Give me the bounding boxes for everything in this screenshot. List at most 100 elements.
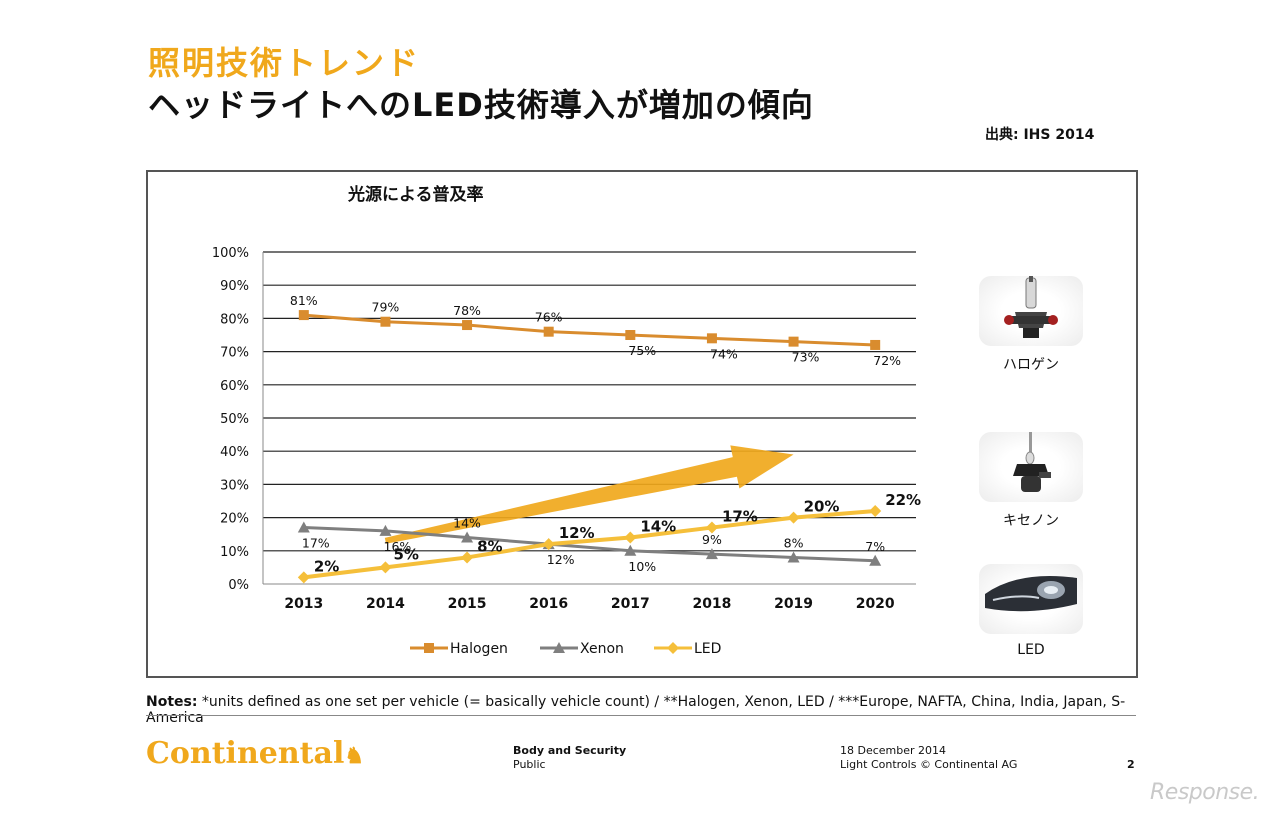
legend-label-xenon: Xenon — [580, 641, 624, 657]
data-label-led: 8% — [477, 537, 502, 555]
data-label-xenon: 16% — [384, 539, 412, 554]
point-led — [869, 504, 882, 517]
data-label-halogen: 72% — [873, 353, 901, 368]
y-tick-label: 40% — [220, 445, 249, 460]
point-xenon — [624, 544, 637, 556]
data-label-halogen: 75% — [628, 343, 656, 358]
y-tick-label: 70% — [220, 346, 249, 361]
halogen-bulb-icon — [979, 276, 1083, 346]
y-tick-label: 20% — [220, 512, 249, 527]
data-label-halogen: 74% — [710, 346, 738, 361]
trend-arrow — [384, 445, 794, 544]
x-tick-label: 2016 — [529, 596, 568, 612]
horse-icon: ♞ — [344, 743, 365, 769]
series-line-halogen — [303, 313, 876, 347]
data-label-halogen: 79% — [372, 300, 400, 315]
notes: Notes: *units defined as one set per veh… — [146, 694, 1138, 726]
y-tick-label: 80% — [220, 312, 249, 327]
point-xenon — [379, 524, 392, 536]
point-xenon — [869, 554, 882, 566]
data-label-led: 17% — [722, 508, 758, 526]
data-label-xenon: 9% — [702, 532, 722, 547]
point-halogen — [788, 336, 799, 347]
led-headlamp-icon — [979, 564, 1083, 634]
x-tick-label: 2014 — [366, 596, 405, 612]
point-halogen — [380, 316, 391, 327]
y-tick-label: 30% — [220, 478, 249, 493]
point-led — [705, 521, 718, 534]
point-led — [787, 511, 800, 524]
x-tick-label: 2018 — [692, 596, 731, 612]
point-halogen — [543, 326, 554, 337]
series-line-led — [303, 508, 876, 580]
point-led — [461, 551, 474, 564]
footer-date: 18 December 2014 — [840, 744, 947, 757]
side-item-led: LED — [976, 564, 1086, 658]
data-label-xenon: 12% — [547, 552, 575, 567]
source-note: 出典: IHS 2014 — [985, 127, 1095, 143]
footer-division-name: Body and Security — [513, 744, 627, 757]
x-tick-label: 2017 — [611, 596, 650, 612]
data-label-led: 2% — [314, 557, 339, 575]
line-chart: 0% 10% 20% 30% 40% 50% 60% 70% 80% 90% 100% 2013 201… — [212, 246, 921, 657]
y-tick-label: 90% — [220, 279, 249, 294]
slide-title-sub: ヘッドライトへのLED技術導入が増加の傾向 — [148, 86, 814, 124]
continental-logo: Continental♞ — [146, 736, 364, 771]
data-label-xenon: 17% — [302, 536, 330, 551]
data-label-halogen: 76% — [535, 310, 563, 325]
side-item-halogen: ハロゲン — [976, 276, 1086, 374]
legend-marker-led — [667, 642, 679, 654]
data-label-halogen: 78% — [453, 303, 481, 318]
legend-label-halogen: Halogen — [450, 641, 508, 657]
xenon-bulb-icon — [979, 432, 1083, 502]
point-xenon — [297, 521, 310, 533]
data-label-led: 14% — [640, 518, 676, 536]
footer-division: Body and Security Public — [513, 744, 626, 772]
chart-frame: 光源による普及率 0% 10% 20% 30% 40% 50% 60% 70% 80% 90% 10… — [146, 170, 1138, 678]
slide-title-main: 照明技術トレンド — [148, 44, 421, 82]
page-number: 2 — [1127, 758, 1135, 771]
data-label-led: 5% — [393, 545, 418, 563]
x-tick-label: 2013 — [284, 596, 323, 612]
notes-prefix: Notes: — [146, 694, 198, 710]
point-led — [624, 531, 637, 544]
point-halogen — [462, 320, 473, 331]
x-tick-label: 2015 — [448, 596, 487, 612]
x-tick-label: 2019 — [774, 596, 813, 612]
side-label: LED — [1017, 642, 1045, 658]
point-halogen — [870, 339, 881, 350]
side-label: ハロゲン — [1003, 357, 1059, 373]
y-tick-label: 100% — [212, 246, 249, 261]
legend-marker-halogen — [424, 643, 434, 653]
y-tick-label: 10% — [220, 545, 249, 560]
side-label: キセノン — [1003, 513, 1059, 529]
y-tick-label: 50% — [220, 412, 249, 427]
notes-text: *units defined as one set per vehicle (=… — [146, 694, 1126, 726]
point-halogen — [706, 333, 717, 344]
footer-classification: Public — [513, 758, 546, 771]
watermark: Response. — [1150, 780, 1260, 805]
point-halogen — [298, 310, 309, 321]
data-label-halogen: 73% — [792, 350, 820, 365]
point-led — [379, 561, 392, 574]
logo-text: Continental — [146, 736, 345, 771]
footer-copyright: Light Controls © Continental AG — [840, 758, 1018, 771]
legend-label-led: LED — [694, 641, 721, 657]
data-label-led: 22% — [885, 491, 921, 509]
side-item-xenon: キセノン — [976, 432, 1086, 530]
data-label-led: 20% — [804, 498, 840, 516]
y-tick-label: 60% — [220, 379, 249, 394]
point-led — [542, 538, 555, 551]
x-tick-label: 2020 — [856, 596, 895, 612]
divider — [146, 715, 1136, 716]
point-halogen — [625, 330, 636, 340]
data-label-xenon: 10% — [628, 559, 656, 574]
data-label-xenon: 8% — [784, 535, 804, 550]
point-xenon — [461, 531, 474, 543]
data-label-led: 12% — [559, 524, 595, 542]
series-line-xenon — [303, 526, 876, 563]
point-xenon — [787, 551, 800, 563]
chart-title: 光源による普及率 — [348, 185, 484, 205]
point-led — [297, 571, 310, 584]
data-label-xenon: 7% — [865, 539, 885, 554]
